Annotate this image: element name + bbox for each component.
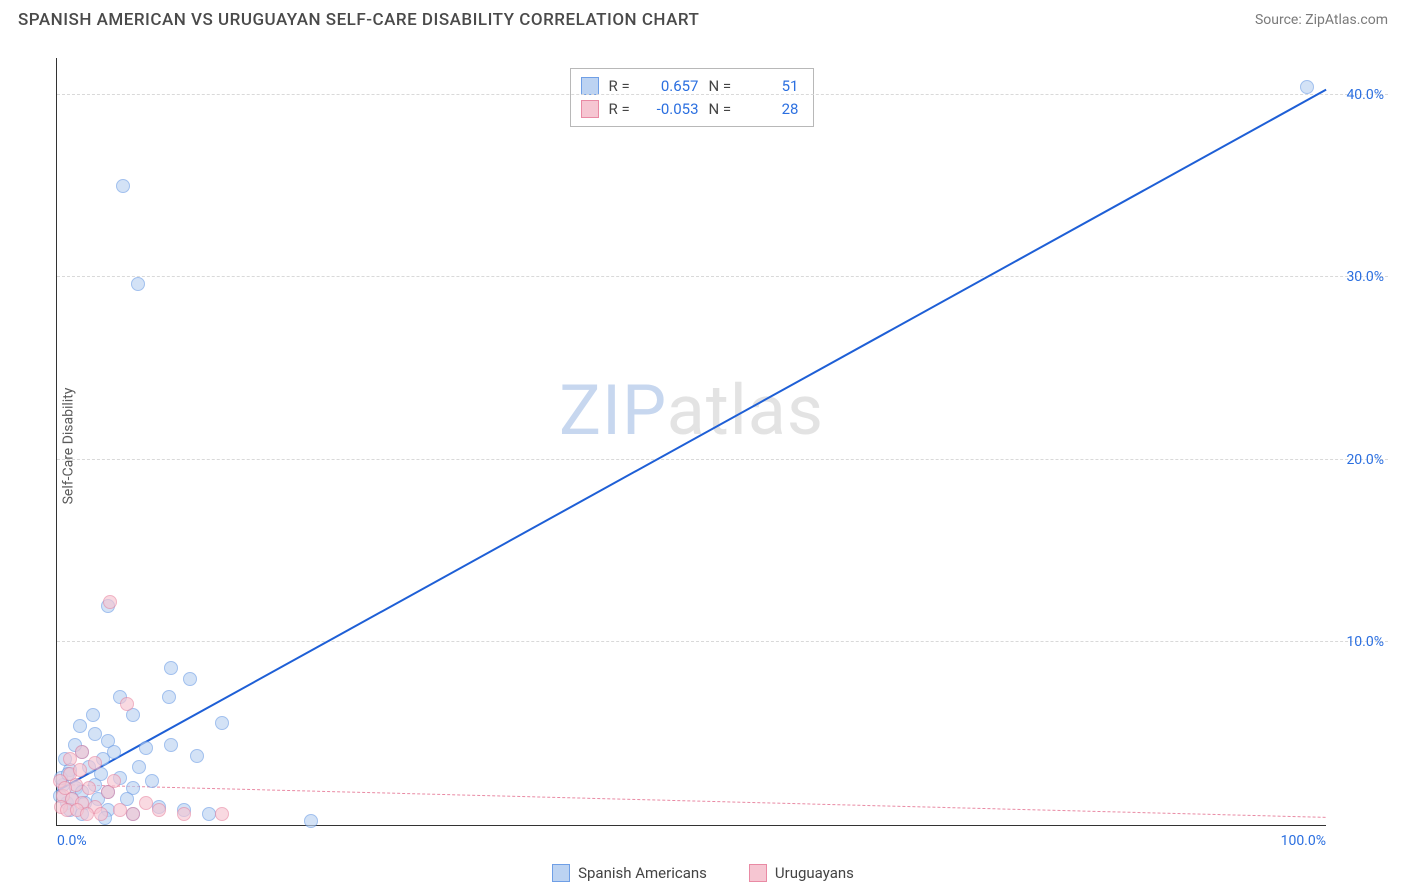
x-tick-label: 100.0% — [1281, 833, 1326, 849]
header: SPANISH AMERICAN VS URUGUAYAN SELF-CARE … — [0, 0, 1406, 36]
data-point — [94, 807, 108, 821]
data-point — [88, 756, 102, 770]
y-tick-label: 30.0% — [1346, 269, 1384, 285]
watermark-part1: ZIP — [559, 370, 667, 452]
r-value-2: -0.053 — [645, 98, 699, 121]
n-label: N = — [709, 98, 735, 121]
data-point — [131, 277, 145, 291]
data-point — [120, 697, 134, 711]
data-point — [80, 807, 94, 821]
data-point — [215, 716, 229, 730]
gridline — [57, 459, 1388, 460]
data-point — [190, 749, 204, 763]
y-tick-label: 40.0% — [1346, 87, 1384, 103]
stat-legend: R = 0.657 N = 51 R = -0.053 N = 28 — [570, 68, 814, 127]
data-point — [215, 807, 229, 821]
data-point — [75, 745, 89, 759]
source-label: Source: ZipAtlas.com — [1255, 12, 1388, 28]
data-point — [103, 595, 117, 609]
chart-title: SPANISH AMERICAN VS URUGUAYAN SELF-CARE … — [18, 10, 699, 30]
gridline — [57, 94, 1388, 95]
data-point — [126, 807, 140, 821]
data-point — [162, 690, 176, 704]
plot-area: ZIPatlas R = 0.657 N = 51 R = -0.053 N =… — [56, 58, 1326, 826]
x-tick-label: 0.0% — [57, 833, 87, 849]
r-label: R = — [609, 98, 635, 121]
data-point — [304, 814, 318, 828]
stat-row-series-2: R = -0.053 N = 28 — [581, 98, 799, 121]
legend-label-2: Uruguayans — [775, 864, 854, 882]
swatch-series-2 — [581, 100, 599, 118]
legend-item-1: Spanish Americans — [552, 864, 707, 882]
data-point — [145, 774, 159, 788]
chart-container: Self-Care Disability ZIPatlas R = 0.657 … — [18, 44, 1388, 848]
data-point — [82, 781, 96, 795]
data-point — [73, 763, 87, 777]
legend-label-1: Spanish Americans — [578, 864, 707, 882]
swatch-series-2 — [749, 864, 767, 882]
trend-line — [57, 89, 1327, 792]
y-tick-label: 20.0% — [1346, 452, 1384, 468]
data-point — [164, 661, 178, 675]
data-point — [139, 741, 153, 755]
data-point — [164, 738, 178, 752]
legend-item-2: Uruguayans — [749, 864, 854, 882]
trend-line — [57, 784, 1326, 818]
data-point — [1300, 80, 1314, 94]
gridline — [57, 641, 1388, 642]
data-point — [139, 796, 153, 810]
data-point — [58, 781, 72, 795]
data-point — [116, 179, 130, 193]
data-point — [86, 708, 100, 722]
n-value-2: 28 — [745, 98, 799, 121]
gridline — [57, 276, 1388, 277]
y-tick-label: 10.0% — [1346, 634, 1384, 650]
data-point — [177, 807, 191, 821]
data-point — [107, 774, 121, 788]
bottom-legend: Spanish Americans Uruguayans — [0, 864, 1406, 882]
swatch-series-1 — [552, 864, 570, 882]
data-point — [152, 803, 166, 817]
data-point — [183, 672, 197, 686]
data-point — [73, 719, 87, 733]
data-point — [132, 760, 146, 774]
